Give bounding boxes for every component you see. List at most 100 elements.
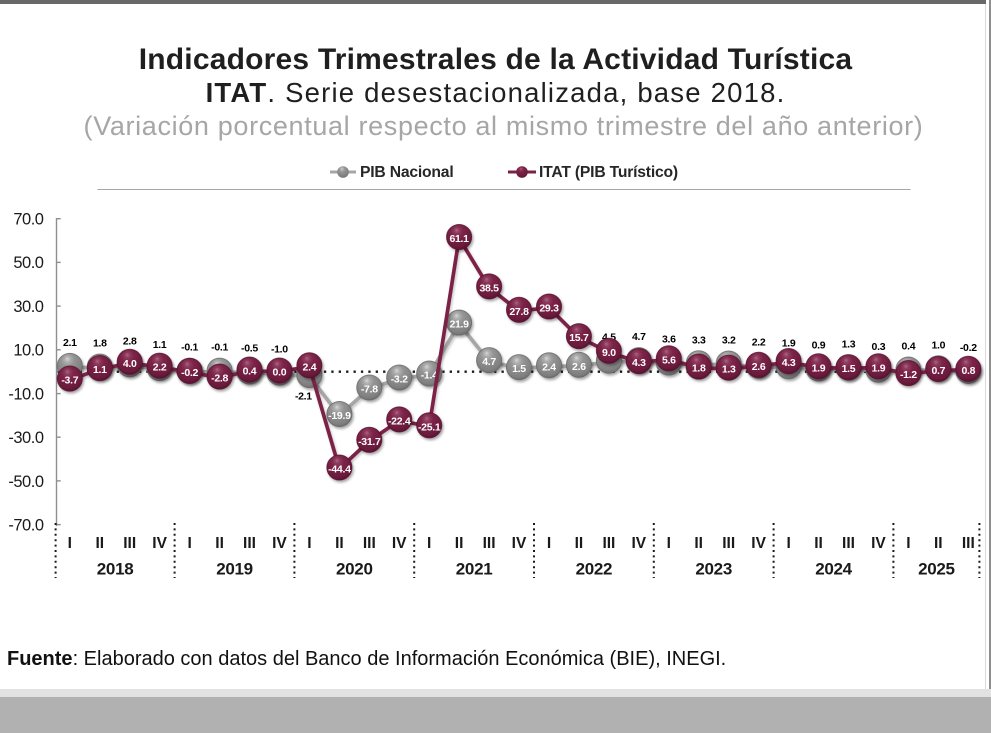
- svg-text:-50.0: -50.0: [8, 473, 43, 491]
- svg-text:III: III: [363, 535, 376, 552]
- svg-text:2.2: 2.2: [153, 362, 167, 374]
- svg-text:1.8: 1.8: [93, 338, 107, 350]
- svg-text:II: II: [814, 535, 823, 552]
- svg-text:-1.2: -1.2: [900, 369, 917, 381]
- svg-text:III: III: [962, 535, 975, 552]
- svg-text:2024: 2024: [815, 560, 852, 579]
- svg-text:4.3: 4.3: [632, 357, 646, 369]
- svg-text:27.8: 27.8: [509, 306, 529, 318]
- svg-text:1.9: 1.9: [872, 362, 886, 374]
- svg-text:1.8: 1.8: [692, 363, 706, 375]
- svg-text:1.5: 1.5: [512, 363, 526, 375]
- svg-text:4.7: 4.7: [482, 356, 496, 368]
- svg-text:-10.0: -10.0: [8, 385, 43, 403]
- svg-text:-7.8: -7.8: [361, 384, 378, 396]
- svg-text:-2.8: -2.8: [211, 373, 228, 385]
- svg-text:III: III: [842, 535, 855, 552]
- svg-text:61.1: 61.1: [449, 233, 469, 245]
- svg-text:15.7: 15.7: [569, 332, 589, 344]
- svg-text:3.2: 3.2: [722, 335, 736, 347]
- svg-text:I: I: [307, 535, 311, 552]
- svg-text:4.7: 4.7: [632, 331, 646, 343]
- svg-text:I: I: [667, 535, 671, 552]
- svg-text:II: II: [95, 535, 104, 552]
- svg-text:3.3: 3.3: [692, 334, 706, 346]
- svg-text:0.7: 0.7: [931, 365, 945, 377]
- svg-text:2022: 2022: [576, 560, 613, 579]
- svg-text:21.9: 21.9: [449, 319, 469, 331]
- svg-text:-0.5: -0.5: [241, 343, 258, 355]
- svg-text:I: I: [547, 535, 551, 552]
- svg-text:2.6: 2.6: [752, 361, 766, 373]
- svg-text:ITAT (PIB Turístico): ITAT (PIB Turístico): [539, 164, 678, 181]
- svg-text:II: II: [335, 535, 344, 552]
- svg-text:2019: 2019: [216, 560, 253, 579]
- svg-text:1.0: 1.0: [931, 339, 945, 351]
- svg-text:29.3: 29.3: [539, 303, 559, 315]
- svg-text:0.4: 0.4: [902, 341, 916, 353]
- svg-text:IV: IV: [631, 535, 646, 552]
- svg-text:IV: IV: [272, 535, 287, 552]
- svg-text:1.1: 1.1: [153, 339, 167, 351]
- svg-text:1.9: 1.9: [782, 337, 796, 349]
- svg-text:1.3: 1.3: [722, 364, 736, 376]
- svg-text:-1.0: -1.0: [271, 344, 288, 356]
- svg-text:IV: IV: [512, 535, 527, 552]
- svg-text:-0.1: -0.1: [181, 342, 198, 354]
- svg-text:2.1: 2.1: [63, 337, 77, 349]
- svg-text:-0.1: -0.1: [211, 342, 228, 354]
- svg-text:3.6: 3.6: [662, 334, 676, 346]
- svg-text:2.2: 2.2: [752, 337, 766, 349]
- svg-text:III: III: [123, 535, 136, 552]
- svg-text:-0.2: -0.2: [181, 367, 198, 379]
- svg-text:II: II: [455, 535, 464, 552]
- svg-text:10.0: 10.0: [13, 342, 43, 360]
- svg-text:2018: 2018: [97, 560, 134, 579]
- svg-text:2021: 2021: [456, 560, 493, 579]
- svg-text:2023: 2023: [695, 560, 732, 579]
- svg-text:4.3: 4.3: [782, 357, 796, 369]
- svg-text:0.3: 0.3: [872, 341, 886, 353]
- svg-text:38.5: 38.5: [479, 282, 499, 294]
- svg-text:-31.7: -31.7: [358, 436, 381, 448]
- svg-text:-22.4: -22.4: [388, 415, 411, 427]
- svg-text:II: II: [694, 535, 703, 552]
- svg-text:1.3: 1.3: [842, 339, 856, 351]
- svg-text:IV: IV: [152, 535, 167, 552]
- svg-text:-44.4: -44.4: [328, 464, 351, 476]
- svg-text:50.0: 50.0: [13, 254, 43, 272]
- svg-text:30.0: 30.0: [13, 298, 43, 316]
- svg-text:-2.1: -2.1: [295, 391, 312, 403]
- svg-text:IV: IV: [871, 535, 886, 552]
- svg-text:5.6: 5.6: [662, 354, 676, 366]
- svg-text:-3.2: -3.2: [391, 374, 408, 386]
- svg-text:-30.0: -30.0: [8, 429, 43, 447]
- svg-text:-1.4: -1.4: [421, 370, 438, 382]
- svg-text:1.1: 1.1: [93, 364, 107, 376]
- svg-text:II: II: [215, 535, 224, 552]
- svg-text:0.4: 0.4: [243, 366, 257, 378]
- svg-text:I: I: [187, 535, 191, 552]
- svg-text:1.5: 1.5: [842, 363, 856, 375]
- svg-text:2.4: 2.4: [542, 361, 556, 373]
- svg-text:70.0: 70.0: [13, 211, 43, 229]
- svg-text:4.0: 4.0: [123, 358, 137, 370]
- svg-text:0.9: 0.9: [812, 340, 826, 352]
- svg-text:PIB Nacional: PIB Nacional: [360, 164, 454, 181]
- svg-text:IV: IV: [751, 535, 766, 552]
- svg-text:-19.9: -19.9: [328, 410, 351, 422]
- svg-text:II: II: [934, 535, 943, 552]
- svg-text:I: I: [427, 535, 431, 552]
- svg-text:2.8: 2.8: [123, 335, 137, 347]
- svg-text:-25.1: -25.1: [418, 421, 441, 433]
- svg-text:0.8: 0.8: [961, 365, 975, 377]
- svg-text:I: I: [906, 535, 910, 552]
- svg-text:I: I: [68, 535, 72, 552]
- svg-text:1.9: 1.9: [812, 362, 826, 374]
- svg-text:II: II: [575, 535, 584, 552]
- svg-text:2020: 2020: [336, 560, 373, 579]
- svg-text:-70.0: -70.0: [8, 516, 43, 534]
- svg-text:III: III: [243, 535, 256, 552]
- svg-text:III: III: [483, 535, 496, 552]
- svg-text:9.0: 9.0: [602, 347, 616, 359]
